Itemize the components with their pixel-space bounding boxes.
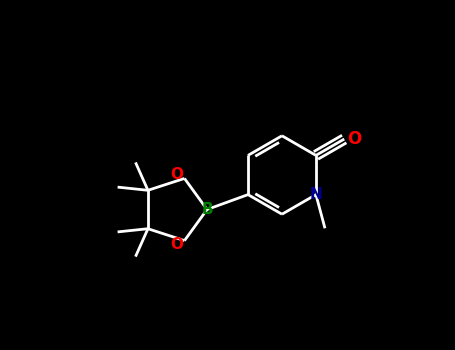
- Text: B: B: [201, 202, 213, 217]
- Text: O: O: [347, 130, 361, 148]
- Text: O: O: [170, 167, 183, 182]
- Text: N: N: [309, 187, 322, 202]
- Text: O: O: [170, 237, 183, 252]
